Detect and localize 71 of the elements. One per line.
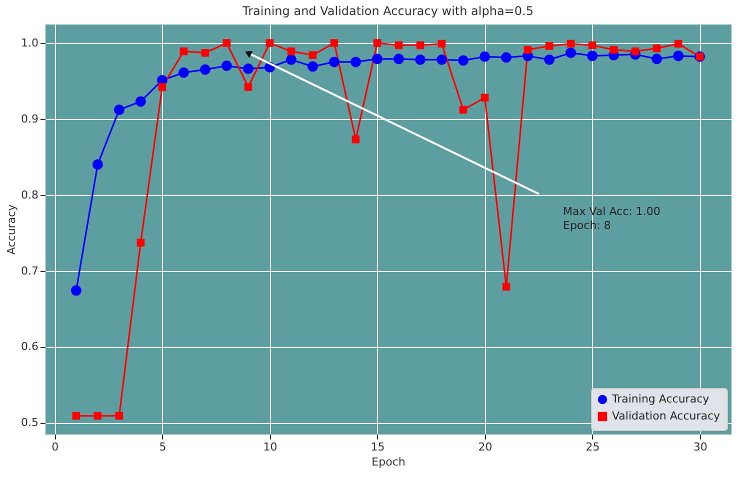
point xyxy=(72,412,80,420)
y-tick-label: 0.9 xyxy=(21,112,38,126)
point xyxy=(242,64,254,74)
x-tick-label: 20 xyxy=(478,440,492,454)
y-tick-label: 0.5 xyxy=(21,416,38,430)
x-tick-label: 15 xyxy=(370,440,385,454)
point xyxy=(286,54,296,65)
point xyxy=(372,54,382,64)
point xyxy=(200,64,210,75)
y-tick-label: 1.0 xyxy=(21,36,38,50)
legend-label: Training Accuracy xyxy=(611,392,710,406)
point xyxy=(652,44,661,52)
point xyxy=(394,41,403,50)
point xyxy=(307,61,318,72)
point xyxy=(94,412,102,420)
point xyxy=(308,51,317,60)
point xyxy=(373,39,382,47)
point xyxy=(114,104,124,116)
point xyxy=(266,39,274,47)
point xyxy=(180,47,188,56)
point xyxy=(652,54,662,64)
point xyxy=(502,282,510,291)
point xyxy=(328,56,340,68)
y-tick-label: 0.8 xyxy=(21,188,38,202)
point xyxy=(350,56,361,68)
y-axis-title: Accuracy xyxy=(5,204,18,255)
point xyxy=(480,94,489,102)
point xyxy=(115,412,124,420)
point xyxy=(524,46,532,54)
point xyxy=(221,60,232,71)
point xyxy=(178,67,189,78)
point xyxy=(501,52,512,63)
point xyxy=(287,47,296,56)
point xyxy=(438,40,446,48)
point xyxy=(330,39,338,47)
x-tick-label: 30 xyxy=(693,440,708,454)
point xyxy=(201,48,210,57)
point xyxy=(610,46,618,54)
y-tick-label: 0.7 xyxy=(21,264,38,278)
point xyxy=(222,39,231,47)
point xyxy=(136,238,145,247)
x-tick-label: 25 xyxy=(586,440,600,454)
point xyxy=(158,83,166,91)
legend-label: Validation Accuracy xyxy=(612,410,721,422)
point xyxy=(674,40,682,48)
point xyxy=(394,54,404,64)
point xyxy=(545,42,554,50)
point xyxy=(673,50,684,62)
point xyxy=(92,159,103,170)
point xyxy=(566,48,576,58)
point xyxy=(416,41,424,50)
point xyxy=(544,54,555,65)
point xyxy=(70,285,82,296)
y-tick-label: 0.6 xyxy=(21,340,38,354)
x-axis-title: Epoch xyxy=(372,456,406,468)
point xyxy=(135,96,146,107)
point xyxy=(415,54,426,65)
point xyxy=(566,40,575,48)
point xyxy=(588,41,596,50)
point xyxy=(244,83,252,91)
point xyxy=(587,50,598,62)
chart-title: Training and Validation Accuracy with alpha=0.5 xyxy=(242,4,534,18)
x-tick-label: 5 xyxy=(159,440,166,454)
point xyxy=(480,51,490,62)
point xyxy=(352,136,360,144)
point xyxy=(458,55,469,66)
point xyxy=(459,106,468,114)
point xyxy=(436,54,448,65)
point xyxy=(631,47,640,56)
x-tick-label: 10 xyxy=(263,440,278,454)
x-tick-label: 0 xyxy=(52,440,59,454)
